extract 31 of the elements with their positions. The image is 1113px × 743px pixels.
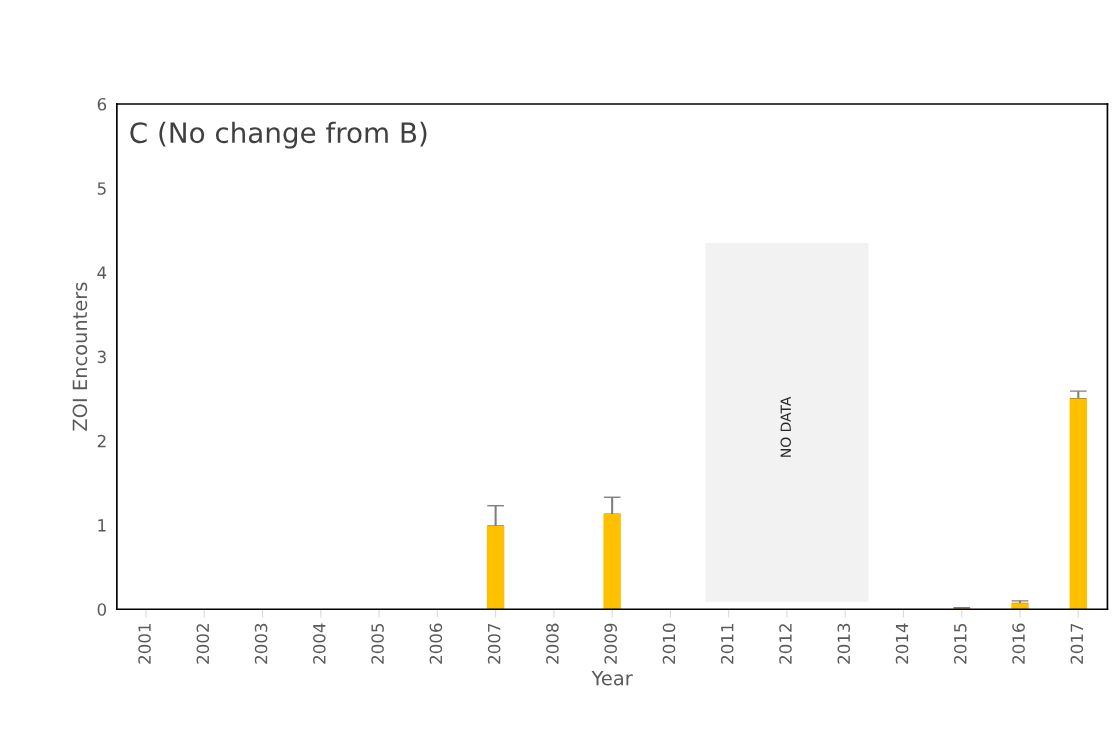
- x-tick-label: 2016: [1012, 623, 1025, 664]
- x-tick-label: 2001: [138, 623, 151, 664]
- x-tick-label: 2011: [720, 623, 734, 664]
- x-tick-label: 2006: [429, 623, 443, 664]
- x-tick-label: 2005: [371, 623, 384, 664]
- y-tick-label: 6: [97, 97, 107, 111]
- x-tick-label: 2012: [779, 624, 792, 664]
- annotation: C (No change from B): [130, 121, 427, 149]
- y-axis-title: ZOI Encounters: [72, 282, 88, 431]
- x-tick-label: 2010: [662, 623, 676, 664]
- bar: [1069, 398, 1088, 610]
- x-tick-label: 2004: [313, 623, 326, 664]
- y-tick-label: 0: [97, 603, 107, 616]
- x-tick-label: 2014: [895, 623, 909, 664]
- x-tick-label: 2017: [1070, 623, 1084, 664]
- x-tick-label: 2013: [837, 623, 851, 664]
- y-tick-label: 3: [97, 350, 106, 364]
- bar: [486, 525, 505, 610]
- x-tick-label: 2007: [487, 623, 501, 664]
- y-tick-label: 1: [98, 519, 106, 532]
- x-tick-label: 2003: [254, 623, 268, 664]
- x-tick-label: 2015: [953, 623, 967, 664]
- band-label: NO DATA: [780, 396, 791, 457]
- x-axis-title: Year: [591, 671, 633, 686]
- y-tick-label: 5: [97, 182, 106, 195]
- x-tick-label: 2008: [546, 623, 559, 664]
- x-tick-label: 2002: [196, 624, 210, 664]
- bar: [603, 514, 621, 610]
- y-tick-label: 4: [97, 266, 107, 279]
- y-tick-label: 2: [97, 434, 106, 448]
- x-tick-label: 2009: [604, 623, 617, 664]
